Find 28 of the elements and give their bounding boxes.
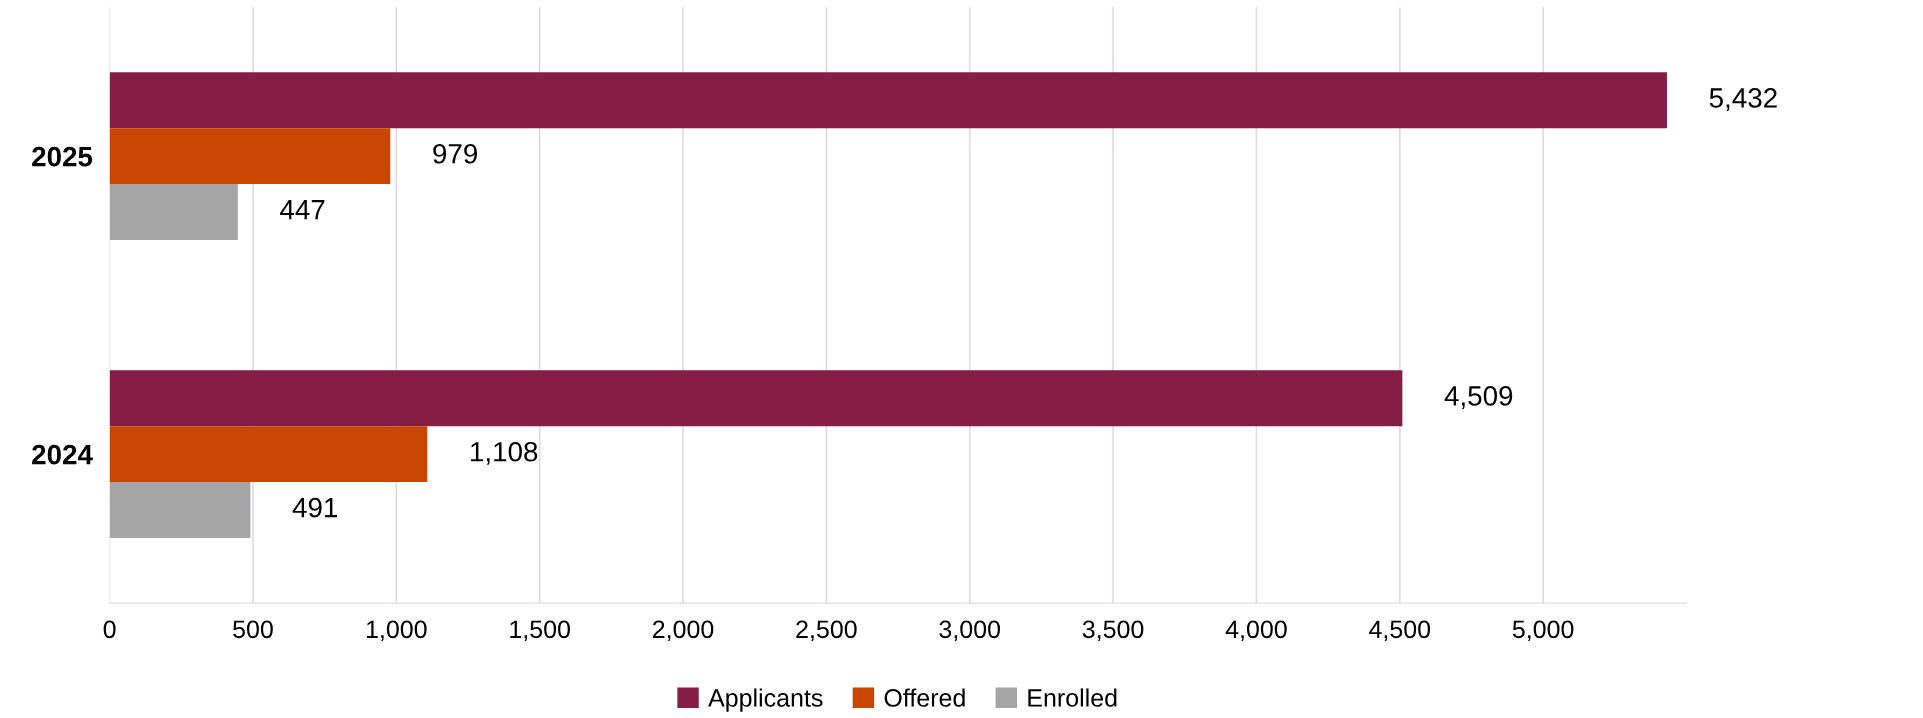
legend-label: Applicants: [708, 688, 823, 712]
text: 5,432: [1709, 88, 1777, 112]
y-tick-label: 2024: [32, 444, 93, 465]
x-tick-label: 0: [103, 620, 116, 639]
bar: [109, 370, 1403, 427]
bar: [109, 184, 238, 240]
text: 447: [280, 200, 325, 220]
bar: [109, 426, 428, 483]
text: 1,108: [471, 441, 538, 465]
legend-label: Offered: [884, 688, 965, 707]
x-tick-label: 3,500: [1082, 620, 1144, 642]
bar: [109, 482, 251, 538]
bar: [109, 72, 1667, 129]
y-tick-label: 2025: [32, 146, 93, 167]
text: 4,509: [1444, 386, 1513, 409]
x-tick-label: 3,000: [939, 620, 1001, 642]
x-tick-label: 2,500: [796, 620, 857, 642]
x-tick-label: 1,500: [510, 620, 570, 642]
legend-label: Enrolled: [1028, 688, 1117, 707]
x-tick-label: 4,000: [1225, 620, 1287, 642]
x-tick-label: 2,000: [653, 620, 714, 642]
x-tick-label: 5,000: [1512, 620, 1574, 642]
bar: [109, 128, 391, 185]
x-tick-label: 1,000: [366, 620, 427, 642]
text: 491: [292, 497, 338, 518]
text: 979: [433, 143, 477, 164]
x-tick-label: 500: [233, 620, 273, 639]
x-tick-label: 4,500: [1369, 620, 1431, 642]
